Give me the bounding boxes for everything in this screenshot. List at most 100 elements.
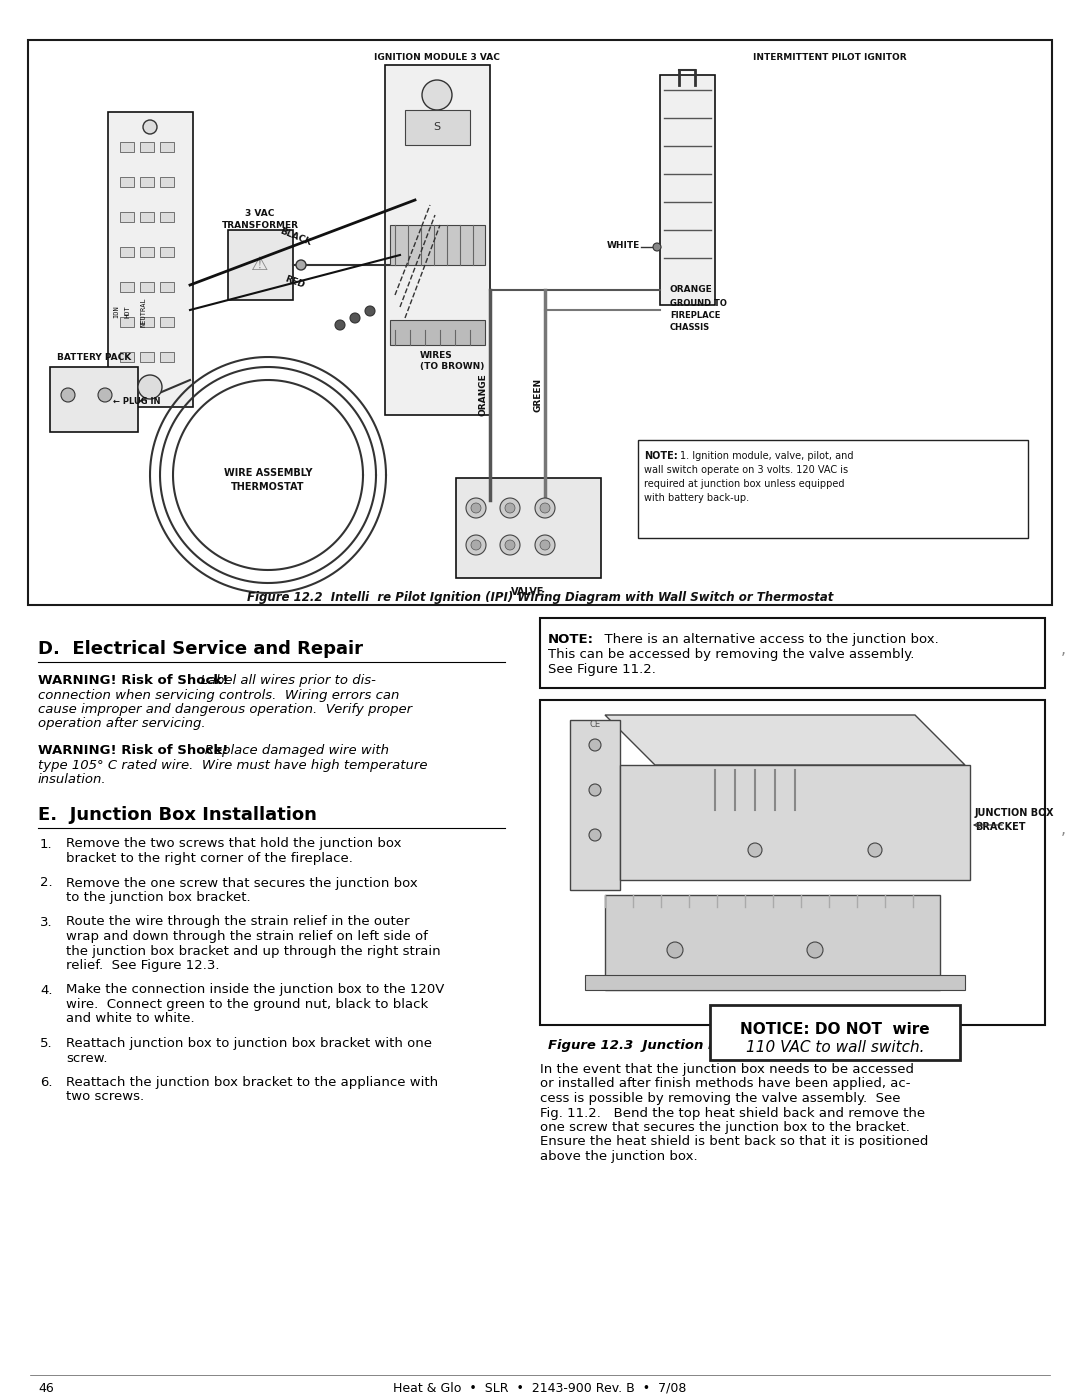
Text: D.  Electrical Service and Repair: D. Electrical Service and Repair — [38, 640, 363, 658]
Bar — [120, 317, 134, 327]
Text: required at junction box unless equipped: required at junction box unless equipped — [644, 479, 845, 489]
Text: with battery back-up.: with battery back-up. — [644, 493, 750, 503]
Text: Reattach junction box to junction box bracket with one: Reattach junction box to junction box br… — [66, 1037, 432, 1051]
Text: ORANGE: ORANGE — [478, 373, 487, 416]
Text: VALVE: VALVE — [511, 587, 544, 597]
Text: Ensure the heat shield is bent back so that it is positioned: Ensure the heat shield is bent back so t… — [540, 1136, 929, 1148]
Circle shape — [535, 535, 555, 555]
Text: wall switch operate on 3 volts. 120 VAC is: wall switch operate on 3 volts. 120 VAC … — [644, 465, 848, 475]
Circle shape — [868, 842, 882, 856]
Text: Reattach the junction box bracket to the appliance with: Reattach the junction box bracket to the… — [66, 1076, 438, 1090]
Bar — [660, 75, 715, 305]
Text: RED: RED — [284, 274, 306, 289]
Text: TRANSFORMER: TRANSFORMER — [221, 221, 298, 229]
Text: WIRES: WIRES — [420, 351, 453, 359]
Circle shape — [653, 243, 661, 251]
Bar — [120, 142, 134, 152]
Bar — [160, 317, 174, 327]
Bar — [384, 66, 490, 415]
Bar — [390, 225, 485, 265]
Circle shape — [500, 535, 519, 555]
Bar — [120, 247, 134, 257]
Text: S: S — [433, 122, 441, 131]
Text: WHITE: WHITE — [607, 240, 640, 250]
Text: or installed after finish methods have been applied, ac-: or installed after finish methods have b… — [540, 1077, 910, 1091]
Circle shape — [505, 541, 515, 550]
Text: Figure 12.2  Intelli  re Pilot Ignition (IPI) Wiring Diagram with Wall Switch or: Figure 12.2 Intelli re Pilot Ignition (I… — [247, 591, 833, 604]
Text: See Figure 11.2.: See Figure 11.2. — [548, 664, 656, 676]
Text: Figure 12.3  Junction Box Detail: Figure 12.3 Junction Box Detail — [548, 1039, 785, 1052]
Circle shape — [465, 497, 486, 518]
Text: wrap and down through the strain relief on left side of: wrap and down through the strain relief … — [66, 930, 428, 943]
Circle shape — [365, 306, 375, 316]
Bar — [120, 352, 134, 362]
Polygon shape — [605, 715, 966, 766]
Bar — [50, 367, 138, 432]
Circle shape — [143, 120, 157, 134]
Text: ← PLUG IN: ← PLUG IN — [113, 398, 161, 407]
Bar — [140, 212, 154, 222]
Text: In the event that the junction box needs to be accessed: In the event that the junction box needs… — [540, 1063, 914, 1076]
Text: Heat & Glo  •  SLR  •  2143-900 Rev. B  •  7/08: Heat & Glo • SLR • 2143-900 Rev. B • 7/0… — [393, 1382, 687, 1394]
Text: Remove the one screw that secures the junction box: Remove the one screw that secures the ju… — [66, 876, 418, 890]
Bar — [456, 478, 600, 578]
Bar — [160, 247, 174, 257]
Text: WARNING! Risk of Shock!: WARNING! Risk of Shock! — [38, 745, 228, 757]
Text: bracket to the right corner of the fireplace.: bracket to the right corner of the firep… — [66, 852, 353, 865]
Bar — [140, 317, 154, 327]
Bar — [140, 282, 154, 292]
Text: INTERMITTENT PILOT IGNITOR: INTERMITTENT PILOT IGNITOR — [753, 53, 907, 61]
Circle shape — [589, 828, 600, 841]
Text: screw.: screw. — [66, 1052, 108, 1065]
Bar — [710, 1004, 960, 1060]
Text: 3.: 3. — [40, 915, 53, 929]
Text: 1. Ignition module, valve, pilot, and: 1. Ignition module, valve, pilot, and — [680, 451, 853, 461]
Circle shape — [540, 541, 550, 550]
Text: 1.: 1. — [40, 837, 53, 851]
Circle shape — [422, 80, 453, 110]
Circle shape — [335, 320, 345, 330]
Text: two screws.: two screws. — [66, 1091, 144, 1104]
Circle shape — [807, 942, 823, 958]
Circle shape — [540, 503, 550, 513]
Text: E.  Junction Box Installation: E. Junction Box Installation — [38, 806, 316, 823]
Circle shape — [471, 541, 481, 550]
Text: Replace damaged wire with: Replace damaged wire with — [192, 745, 389, 757]
Circle shape — [296, 260, 306, 270]
Text: cess is possible by removing the valve assembly.  See: cess is possible by removing the valve a… — [540, 1092, 901, 1105]
Circle shape — [465, 535, 486, 555]
Bar — [160, 177, 174, 187]
Text: to the junction box bracket.: to the junction box bracket. — [66, 891, 251, 904]
Text: ION: ION — [113, 306, 119, 319]
Circle shape — [471, 503, 481, 513]
Text: NOTE:: NOTE: — [548, 633, 594, 645]
Text: cause improper and dangerous operation.  Verify proper: cause improper and dangerous operation. … — [38, 703, 413, 717]
Text: ’: ’ — [1061, 652, 1066, 668]
Text: relief.  See Figure 12.3.: relief. See Figure 12.3. — [66, 958, 219, 972]
Bar — [540, 617, 1045, 687]
Bar — [120, 282, 134, 292]
Text: 6.: 6. — [40, 1076, 53, 1090]
Text: 3 VAC: 3 VAC — [245, 210, 274, 218]
Circle shape — [748, 842, 762, 856]
Bar — [140, 142, 154, 152]
Bar — [160, 142, 174, 152]
Text: BLACK: BLACK — [278, 226, 312, 247]
Text: IGNITION MODULE 3 VAC: IGNITION MODULE 3 VAC — [374, 53, 500, 61]
Text: FIREPLACE: FIREPLACE — [670, 310, 720, 320]
Circle shape — [589, 784, 600, 796]
Text: Make the connection inside the junction box to the 120V: Make the connection inside the junction … — [66, 983, 444, 996]
Bar — [28, 41, 1052, 605]
Bar — [160, 282, 174, 292]
Bar — [140, 247, 154, 257]
Bar — [120, 212, 134, 222]
Text: ⚠: ⚠ — [252, 256, 269, 274]
Circle shape — [667, 942, 683, 958]
Text: There is an alternative access to the junction box.: There is an alternative access to the ju… — [596, 633, 939, 645]
Text: wire.  Connect green to the ground nut, black to black: wire. Connect green to the ground nut, b… — [66, 997, 429, 1011]
Text: WIRE ASSEMBLY: WIRE ASSEMBLY — [224, 468, 312, 478]
Bar — [160, 212, 174, 222]
Circle shape — [589, 739, 600, 752]
Circle shape — [505, 503, 515, 513]
Text: connection when servicing controls.  Wiring errors can: connection when servicing controls. Wiri… — [38, 689, 400, 701]
